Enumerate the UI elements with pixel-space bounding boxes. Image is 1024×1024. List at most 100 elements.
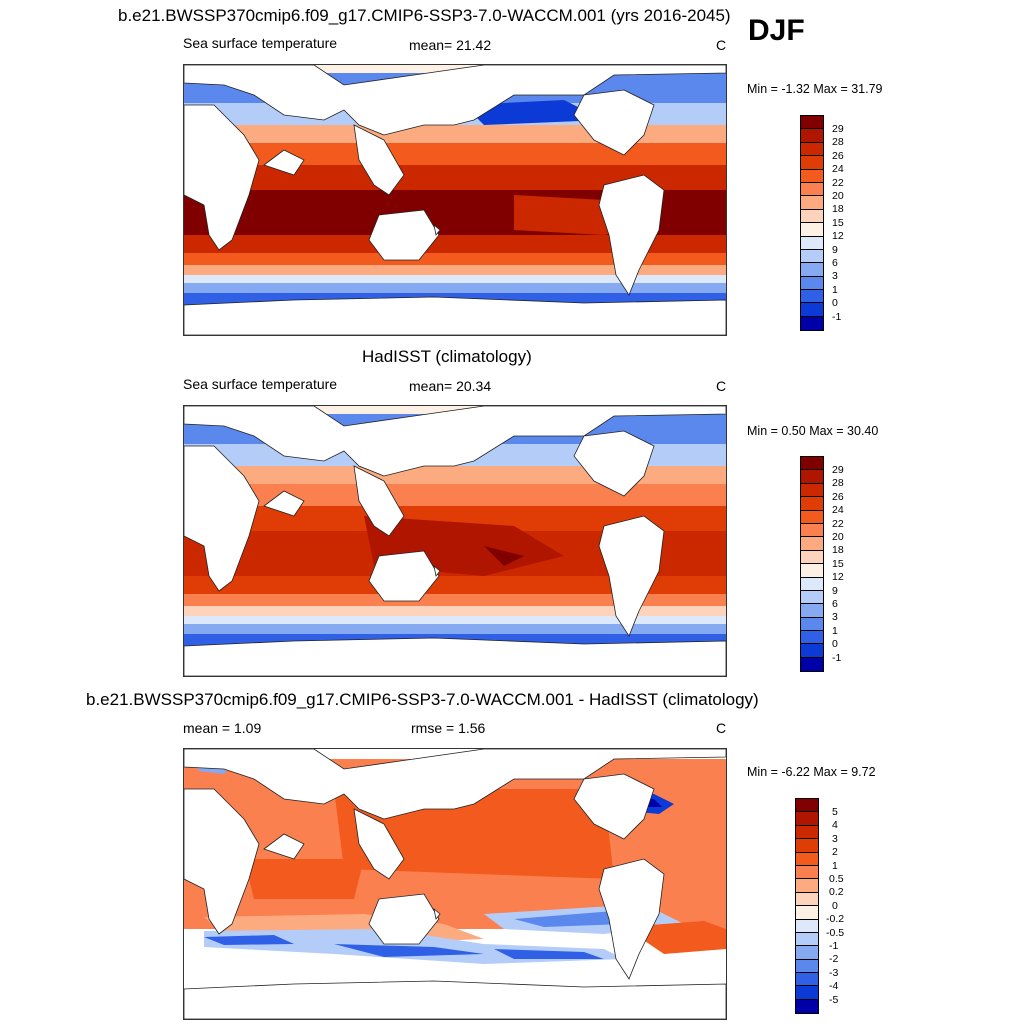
colorbar-swatches (801, 116, 823, 331)
season-label: DJF (748, 14, 805, 47)
colorbar-swatches (796, 799, 818, 1014)
colorbar-tick-label: -4 (829, 980, 839, 992)
colorbar-tick-label: 5 (832, 806, 838, 818)
colorbar-swatch (801, 457, 823, 471)
colorbar-swatch (801, 236, 823, 250)
panel2-title: HadISST (climatology) (362, 347, 532, 366)
colorbar-swatch (801, 249, 823, 264)
colorbar-tick-label: 12 (832, 571, 844, 583)
panel3-mean-label: mean = 1.09 (183, 720, 262, 736)
colorbar-tick-label: 26 (832, 491, 844, 503)
colorbar-swatch (796, 959, 818, 974)
colorbar-tick-label: 29 (832, 464, 844, 476)
coastlines (184, 749, 726, 1019)
colorbar-tick-label: 6 (832, 257, 838, 269)
panel1-minmax-label: Min = -1.32 Max = 31.79 (747, 82, 883, 96)
colorbar-tick-label: -5 (829, 994, 839, 1006)
colorbar-tick-label: 9 (832, 585, 838, 597)
colorbar-tick-label: 3 (832, 611, 838, 623)
colorbar-swatch (801, 590, 823, 605)
colorbar-swatch (796, 946, 818, 960)
colorbar-tick-label: 1 (832, 625, 838, 637)
colorbar-tick-label: -0.5 (826, 927, 845, 939)
colorbar-swatch (796, 812, 818, 826)
panel3-map (183, 748, 727, 1020)
colorbar-swatch (801, 497, 823, 511)
colorbar-tick-label: 22 (832, 518, 844, 530)
coastlines (184, 65, 726, 335)
colorbar-swatch (801, 577, 823, 591)
panel3-units-label: C (716, 720, 727, 736)
colorbar-swatch (801, 223, 823, 237)
panel2-colorbar (800, 456, 824, 673)
colorbar-tick-label: 29 (832, 123, 844, 135)
panel2-variable-label: Sea surface temperature (183, 376, 338, 392)
panel1-colorbar (800, 115, 824, 332)
colorbar-swatch (801, 564, 823, 578)
panel3-rmse-label: rmse = 1.56 (411, 720, 486, 736)
colorbar-tick-label: 0 (832, 638, 838, 650)
panel1-mean-label: mean= 21.42 (409, 37, 492, 53)
colorbar-swatch (801, 657, 823, 672)
panel1-map (183, 64, 727, 336)
colorbar-swatches (801, 457, 823, 672)
colorbar-swatch (801, 483, 823, 498)
panel3-title: b.e21.BWSSP370cmip6.f09_g17.CMIP6-SSP3-7… (86, 690, 759, 709)
colorbar-swatch (801, 537, 823, 551)
colorbar-swatch (801, 631, 823, 645)
colorbar-swatch (796, 932, 818, 947)
colorbar-swatch (801, 169, 823, 183)
colorbar-tick-label: 4 (832, 819, 838, 831)
colorbar-tick-label: -1 (832, 311, 842, 323)
colorbar-swatch (796, 986, 818, 1000)
colorbar-swatch (801, 290, 823, 304)
panel1-title: b.e21.BWSSP370cmip6.f09_g17.CMIP6-SSP3-7… (118, 6, 731, 25)
colorbar-swatch (801, 510, 823, 524)
panel2-minmax-label: Min = 0.50 Max = 30.40 (747, 424, 879, 438)
colorbar-swatch (801, 470, 823, 484)
colorbar-tick-label: 24 (832, 163, 844, 175)
colorbar-swatch (796, 919, 818, 933)
colorbar-tick-label: 22 (832, 177, 844, 189)
colorbar-tick-label: 28 (832, 136, 844, 148)
colorbar-swatch (796, 799, 818, 813)
colorbar-tick-label: 15 (832, 217, 844, 229)
colorbar-swatch (796, 825, 818, 840)
colorbar-swatch (796, 973, 818, 987)
panel3-minmax-label: Min = -6.22 Max = 9.72 (747, 765, 876, 779)
panel2-map (183, 405, 727, 677)
panel2-units-label: C (716, 378, 727, 394)
colorbar-tick-label: 1 (832, 284, 838, 296)
colorbar-swatch (801, 156, 823, 170)
colorbar-swatch (801, 550, 823, 565)
colorbar-swatch (801, 142, 823, 157)
colorbar-tick-label: 12 (832, 230, 844, 242)
colorbar-swatch (796, 839, 818, 853)
panel1-variable-label: Sea surface temperature (183, 35, 338, 51)
colorbar-swatch (796, 892, 818, 907)
colorbar-swatch (801, 316, 823, 331)
colorbar-tick-label: 24 (832, 504, 844, 516)
colorbar-tick-label: -0.2 (826, 913, 845, 925)
colorbar-tick-label: -1 (832, 652, 842, 664)
colorbar-swatch (801, 276, 823, 291)
colorbar-swatch (801, 209, 823, 224)
colorbar-tick-label: -2 (829, 953, 839, 965)
colorbar-swatch (801, 196, 823, 210)
colorbar-swatch (801, 182, 823, 197)
colorbar-tick-label: -1 (829, 940, 839, 952)
panel1-units-label: C (716, 37, 727, 53)
panel2-mean-label: mean= 20.34 (409, 378, 492, 394)
colorbar-tick-label: 20 (832, 190, 844, 202)
colorbar-tick-label: 6 (832, 598, 838, 610)
colorbar-swatch (801, 129, 823, 143)
colorbar-swatch (801, 617, 823, 632)
colorbar-swatch (801, 523, 823, 538)
colorbar-swatch (801, 604, 823, 618)
colorbar-swatch (801, 263, 823, 277)
colorbar-tick-label: 9 (832, 244, 838, 256)
colorbar-swatch (801, 644, 823, 658)
colorbar-swatch (801, 303, 823, 317)
colorbar-tick-label: 1 (832, 860, 838, 872)
colorbar-swatch (801, 116, 823, 130)
